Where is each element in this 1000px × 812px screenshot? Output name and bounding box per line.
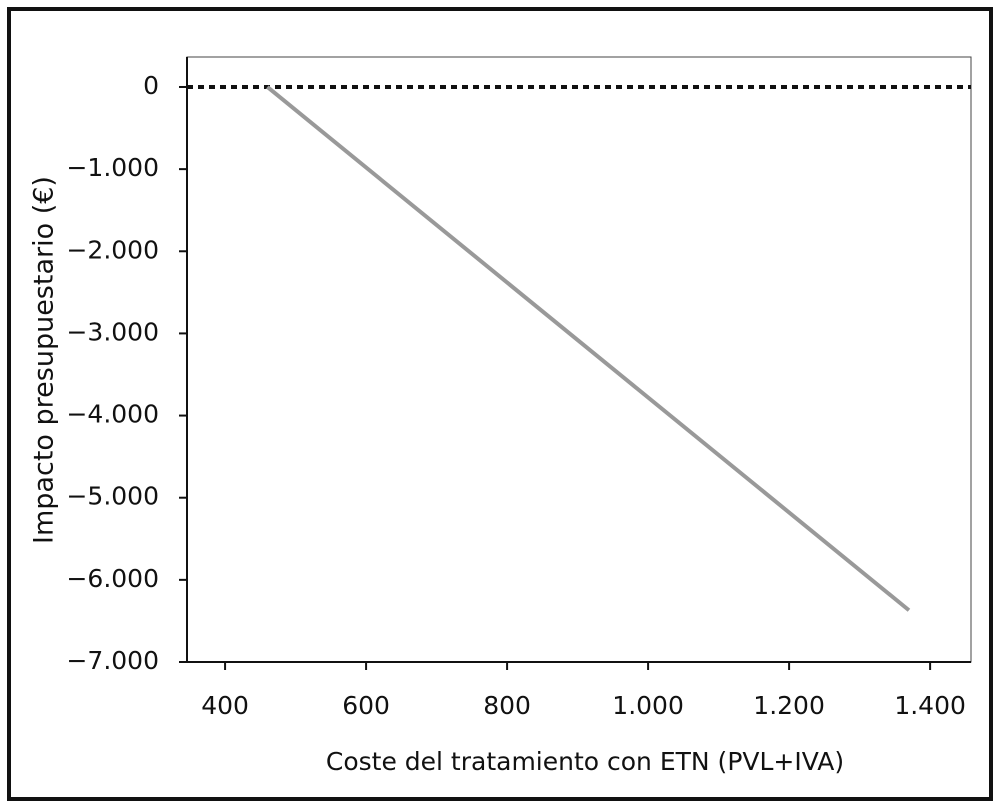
- plot-area: [186, 56, 972, 663]
- y-tick-label: −6.000: [66, 564, 159, 593]
- data-line: [266, 85, 911, 612]
- x-tick-label: 800: [483, 691, 531, 720]
- x-tick-label: 600: [342, 691, 390, 720]
- y-tick-label: −7.000: [66, 646, 159, 675]
- x-tick-label: 400: [201, 691, 249, 720]
- y-tick-label: −1.000: [66, 153, 159, 182]
- y-tick-label: −4.000: [66, 400, 159, 429]
- y-tick-label: −3.000: [66, 317, 159, 346]
- y-axis-label: Impacto presupuestario (€): [29, 176, 60, 544]
- x-tick-label: 1.000: [612, 691, 684, 720]
- x-tick-label: 1.400: [894, 691, 966, 720]
- x-tick-label: 1.200: [753, 691, 825, 720]
- y-tick-label: −5.000: [66, 482, 159, 511]
- y-tick-label: −2.000: [66, 235, 159, 264]
- y-tick-label: 0: [143, 71, 159, 100]
- x-axis-label: Coste del tratamiento con ETN (PVL+IVA): [326, 747, 844, 776]
- frame: [7, 7, 993, 801]
